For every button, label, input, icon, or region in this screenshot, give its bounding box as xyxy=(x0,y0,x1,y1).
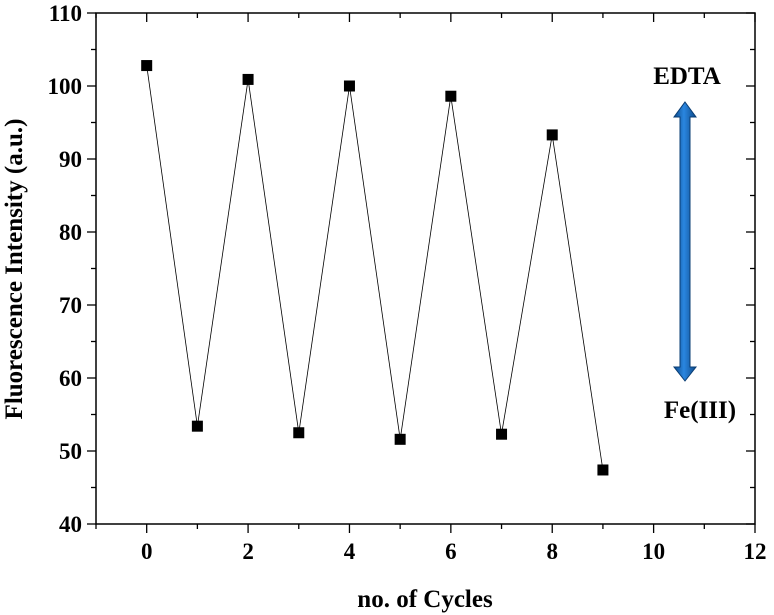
y-tick-label: 50 xyxy=(59,439,82,464)
data-point xyxy=(293,427,305,439)
y-tick-label: 110 xyxy=(49,1,82,26)
y-tick-label: 100 xyxy=(48,74,83,99)
data-point xyxy=(445,90,457,102)
edta-label: EDTA xyxy=(653,63,721,90)
data-point xyxy=(343,80,355,92)
x-tick-label: 10 xyxy=(642,539,665,564)
x-tick-label: 2 xyxy=(242,539,254,564)
y-tick-label: 90 xyxy=(59,147,82,172)
y-tick-label: 40 xyxy=(59,512,82,537)
data-markers xyxy=(141,60,609,476)
x-tick-label: 0 xyxy=(141,539,153,564)
x-tick-label: 12 xyxy=(744,539,767,564)
data-point xyxy=(394,433,406,445)
x-axis-tick-labels: 0 2 4 6 8 10 12 xyxy=(141,539,767,564)
data-point xyxy=(546,129,558,141)
fe-iii-label: Fe(III) xyxy=(664,397,736,424)
edta-feiii-double-arrow-icon xyxy=(672,101,698,382)
data-point xyxy=(496,428,508,440)
x-axis-title: no. of Cycles xyxy=(357,586,493,613)
series-line xyxy=(146,65,604,471)
x-tick-label: 4 xyxy=(344,539,356,564)
y-tick-label: 70 xyxy=(59,293,82,318)
y-axis-title: Fluorescence Intensity (a.u.) xyxy=(1,119,28,420)
data-point xyxy=(141,60,153,72)
y-tick-label: 80 xyxy=(59,220,82,245)
x-tick-label: 8 xyxy=(546,539,558,564)
x-axis-ticks xyxy=(95,13,756,533)
data-point xyxy=(597,464,609,476)
y-axis-tick-labels: 40 50 60 70 80 90 100 110 xyxy=(48,1,83,537)
y-tick-label: 60 xyxy=(59,366,82,391)
data-point xyxy=(242,73,254,85)
data-point xyxy=(191,420,203,432)
x-tick-label: 6 xyxy=(445,539,457,564)
y-axis-ticks xyxy=(87,12,755,525)
